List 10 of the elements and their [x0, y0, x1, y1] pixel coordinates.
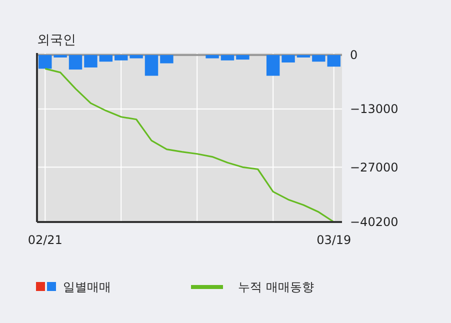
y-tick-label: −40200	[350, 215, 398, 230]
y-tick-label: −27000	[350, 160, 398, 174]
legend-label: 누적 매매동향	[238, 280, 314, 294]
x-tick-label: 02/21	[28, 233, 62, 247]
y-tick-label: −13000	[350, 102, 398, 116]
x-tick-label: 03/19	[316, 233, 352, 247]
legend-label: 일별매매	[63, 280, 111, 294]
line-series	[44, 68, 335, 223]
chart-title: 외국인	[37, 33, 76, 48]
y-tick-label: 0	[350, 48, 358, 62]
